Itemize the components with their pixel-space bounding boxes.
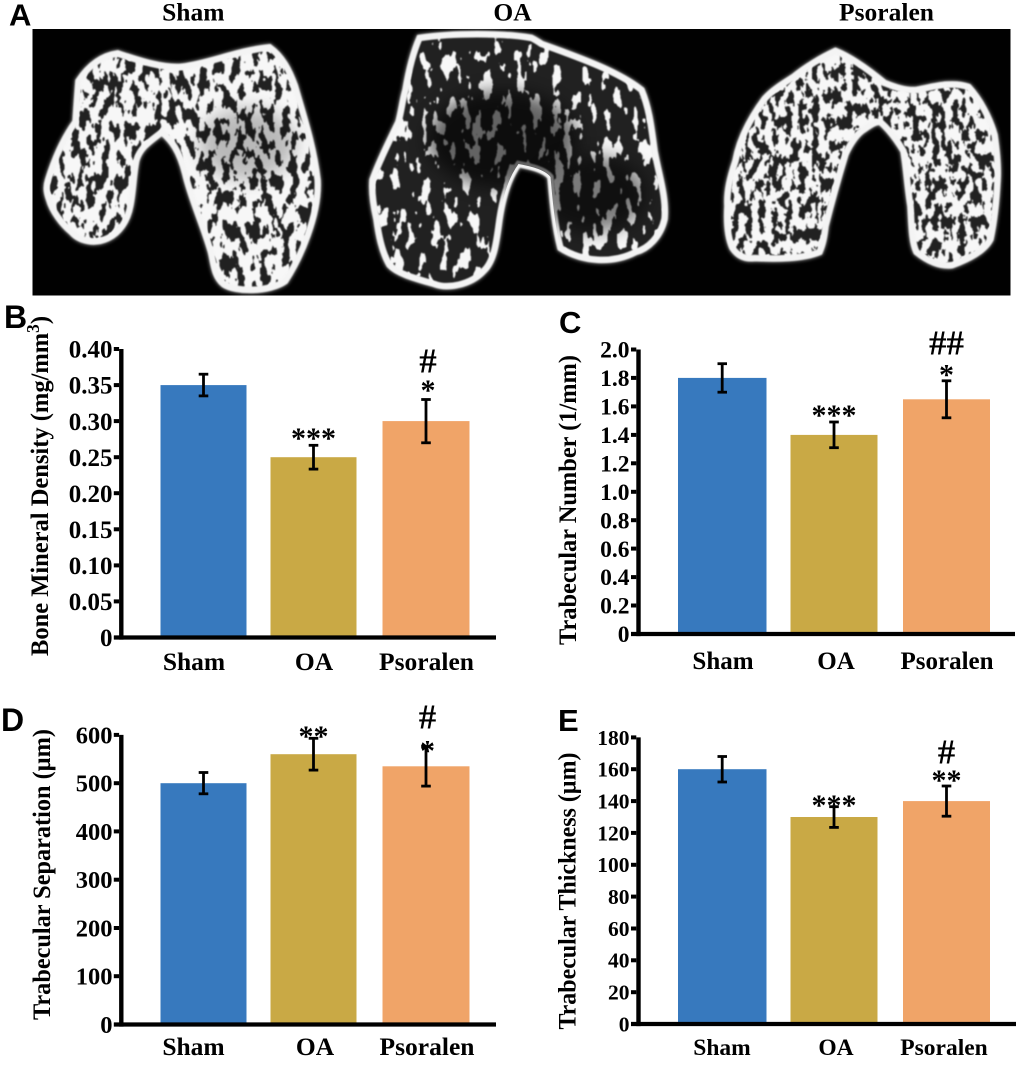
- svg-text:Trabecular Thickness (µm): Trabecular Thickness (µm): [553, 753, 582, 1030]
- svg-text:***: ***: [812, 399, 857, 432]
- svg-text:1.4: 1.4: [600, 423, 630, 449]
- svg-text:0: 0: [619, 1012, 630, 1036]
- svg-text:0.15: 0.15: [69, 517, 113, 544]
- svg-text:0.40: 0.40: [69, 337, 113, 364]
- svg-text:0.05: 0.05: [69, 589, 113, 616]
- svg-text:0.2: 0.2: [600, 594, 629, 620]
- svg-text:***: ***: [291, 422, 336, 455]
- svg-text:600: 600: [76, 722, 113, 749]
- svg-text:Psoralen: Psoralen: [900, 1035, 987, 1061]
- svg-text:20: 20: [608, 981, 630, 1005]
- svg-text:60: 60: [608, 917, 630, 941]
- svg-text:D: D: [1, 702, 24, 738]
- svg-text:1.8: 1.8: [600, 366, 629, 392]
- svg-text:Sham: Sham: [692, 648, 753, 675]
- svg-text:A: A: [9, 0, 31, 33]
- svg-text:B: B: [4, 299, 27, 335]
- svg-text:#: #: [938, 733, 956, 772]
- svg-text:OA: OA: [493, 0, 532, 27]
- svg-text:0.20: 0.20: [69, 481, 113, 508]
- svg-text:300: 300: [76, 867, 113, 894]
- svg-text:0.10: 0.10: [69, 553, 113, 580]
- svg-text:1.0: 1.0: [600, 480, 629, 506]
- svg-text:160: 160: [597, 758, 629, 782]
- svg-text:**: **: [299, 720, 329, 753]
- svg-text:**: **: [932, 764, 962, 797]
- svg-text:##: ##: [929, 324, 965, 363]
- svg-text:400: 400: [76, 819, 113, 846]
- svg-text:0.4: 0.4: [600, 565, 630, 591]
- svg-text:Bone Mineral Density (mg/mm3): Bone Mineral Density (mg/mm3): [23, 316, 54, 656]
- svg-text:OA: OA: [295, 647, 334, 676]
- svg-text:40: 40: [608, 949, 630, 973]
- svg-text:200: 200: [76, 915, 113, 942]
- svg-text:1.2: 1.2: [600, 451, 629, 477]
- svg-text:C: C: [559, 305, 581, 340]
- svg-text:Sham: Sham: [163, 647, 225, 676]
- svg-text:*: *: [421, 374, 436, 407]
- svg-text:140: 140: [597, 790, 629, 814]
- svg-text:0: 0: [618, 622, 630, 648]
- svg-text:OA: OA: [817, 648, 855, 675]
- svg-text:100: 100: [597, 853, 629, 877]
- svg-text:0.8: 0.8: [600, 508, 629, 534]
- svg-text:Psoralen: Psoralen: [380, 1032, 475, 1061]
- svg-text:0.6: 0.6: [600, 537, 630, 563]
- svg-text:Psoralen: Psoralen: [839, 0, 934, 27]
- svg-text:Trabecular Number (1/mm): Trabecular Number (1/mm): [553, 355, 582, 645]
- svg-text:E: E: [558, 703, 579, 738]
- svg-text:2.0: 2.0: [600, 338, 629, 364]
- svg-text:180: 180: [597, 726, 629, 750]
- svg-text:Sham: Sham: [693, 1035, 751, 1061]
- svg-text:0.25: 0.25: [69, 445, 113, 472]
- svg-text:Sham: Sham: [162, 1032, 224, 1061]
- svg-text:*: *: [420, 735, 435, 768]
- svg-text:Psoralen: Psoralen: [379, 647, 474, 676]
- svg-text:0: 0: [100, 1012, 112, 1039]
- svg-text:#: #: [419, 342, 437, 381]
- svg-text:80: 80: [608, 885, 630, 909]
- svg-text:OA: OA: [818, 1035, 853, 1061]
- svg-text:OA: OA: [296, 1032, 335, 1061]
- svg-text:Trabecular Separation (µm): Trabecular Separation (µm): [27, 729, 56, 1020]
- svg-text:0.30: 0.30: [69, 409, 113, 436]
- svg-text:Sham: Sham: [162, 0, 224, 27]
- svg-text:1.6: 1.6: [600, 395, 630, 421]
- svg-text:***: ***: [812, 789, 857, 822]
- svg-text:120: 120: [597, 821, 629, 845]
- svg-text:Psoralen: Psoralen: [900, 648, 993, 675]
- svg-text:500: 500: [76, 771, 113, 798]
- svg-text:0: 0: [100, 625, 113, 652]
- svg-text:*: *: [939, 359, 954, 392]
- svg-text:0.35: 0.35: [69, 373, 113, 400]
- svg-text:100: 100: [76, 964, 113, 991]
- svg-text:#: #: [419, 698, 437, 737]
